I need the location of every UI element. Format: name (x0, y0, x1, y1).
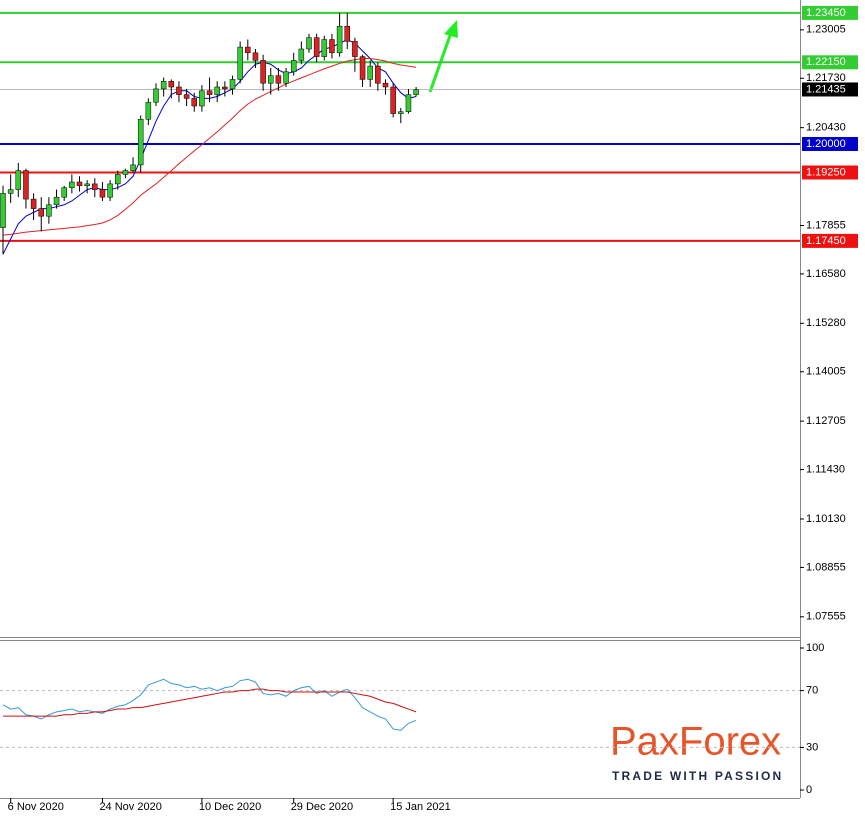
forecast-arrow (428, 20, 458, 93)
candle-body (359, 56, 366, 80)
candle-body (321, 39, 328, 57)
candle-body (306, 37, 312, 50)
candle-body (199, 90, 205, 107)
y-tick-label: 1.14005 (806, 366, 846, 378)
y-tick-label: 1.11430 (806, 463, 845, 475)
candle-body (183, 94, 190, 99)
y-tick-label: 1.16580 (806, 268, 846, 280)
candle-body (15, 170, 22, 190)
candle-body (290, 60, 297, 73)
candle-body (405, 94, 412, 112)
candle-body (0, 193, 6, 228)
y-tick-label: 30 (806, 741, 818, 753)
candle-body (137, 119, 144, 166)
candle-body (99, 189, 106, 198)
candle-body (245, 46, 251, 54)
candle-body (61, 187, 67, 198)
candle-body (84, 183, 90, 187)
y-tick-label: 1.23005 (806, 24, 846, 36)
candle-body (92, 183, 98, 190)
x-tick-label: 24 Nov 2020 (99, 801, 161, 813)
candle-body (336, 25, 343, 54)
y-tick-label: 1.15280 (806, 317, 846, 329)
candle-body (191, 98, 197, 107)
level-label-box (802, 233, 858, 248)
candle-body (69, 181, 75, 188)
candle-body (344, 25, 350, 42)
candle-body (214, 86, 220, 95)
level-label-box (802, 165, 858, 180)
candle-body (153, 88, 159, 103)
candle-body (413, 89, 419, 95)
y-tick-label: 1.12705 (806, 415, 846, 427)
level-label: 1.19250 (806, 166, 846, 178)
last-price-box (802, 82, 858, 97)
candle-body (237, 46, 243, 80)
candle-body (329, 39, 335, 54)
y-tick-label: 70 (806, 685, 818, 697)
candle-body (283, 71, 289, 84)
logo-tagline: TRADE WITH PASSION (612, 769, 783, 783)
x-tick-label: 15 Jan 2021 (390, 801, 451, 813)
candle-body (352, 41, 358, 57)
candle-body (313, 37, 320, 57)
candle-body (7, 189, 14, 194)
candle-body (38, 208, 44, 217)
candle-body (222, 86, 228, 90)
moving-average (2, 58, 417, 236)
y-tick-label: 1.17855 (806, 219, 846, 231)
y-tick-label: 1.07555 (806, 611, 846, 623)
candle-body (260, 60, 266, 84)
logo-name: PaxForex (610, 720, 781, 764)
candle-body (130, 164, 136, 171)
y-tick-label: 1.21730 (806, 72, 846, 84)
candle-body (176, 86, 182, 95)
candle-body (53, 196, 60, 206)
candle-body (145, 101, 152, 120)
candle-body (229, 79, 236, 90)
candle-body (76, 181, 83, 187)
indicator-line (2, 678, 417, 731)
x-tick-label: 6 Nov 2020 (8, 801, 64, 813)
candle-body (23, 170, 29, 200)
y-tick-label: 0 (806, 784, 812, 796)
level-label: 1.17450 (806, 235, 846, 247)
candle-body (252, 52, 259, 61)
candle-body (398, 111, 404, 114)
x-tick-label: 10 Dec 2020 (199, 801, 261, 813)
candle-body (268, 75, 274, 84)
candle-body (30, 198, 37, 209)
candle-body (46, 204, 52, 217)
candle-body (367, 65, 373, 80)
level-label: 1.20000 (806, 138, 846, 150)
candle-body (382, 82, 389, 88)
candle-body (375, 65, 381, 84)
candle-body (160, 81, 167, 90)
y-tick-label: 1.20430 (806, 122, 846, 134)
y-tick-label: 100 (806, 642, 824, 654)
level-label-box (802, 55, 858, 70)
last-price-label: 1.21435 (806, 83, 846, 95)
logo: PaxForex TRADE WITH PASSION (610, 720, 783, 784)
candle-body (206, 90, 213, 95)
level-label: 1.23450 (806, 7, 846, 19)
candle-body (298, 48, 305, 61)
x-tick-label: 29 Dec 2020 (291, 801, 353, 813)
y-tick-label: 1.08855 (806, 561, 846, 573)
candle-body (107, 183, 113, 198)
indicator-line (3, 688, 417, 717)
candle-body (168, 81, 175, 88)
candle-body (122, 170, 129, 175)
y-tick-label: 1.10130 (806, 513, 846, 525)
level-label: 1.22150 (806, 56, 846, 68)
level-label-box (802, 5, 858, 20)
candle-body (275, 75, 282, 84)
candle-body (390, 86, 396, 114)
level-label-box (802, 136, 858, 151)
candle-body (115, 174, 121, 185)
